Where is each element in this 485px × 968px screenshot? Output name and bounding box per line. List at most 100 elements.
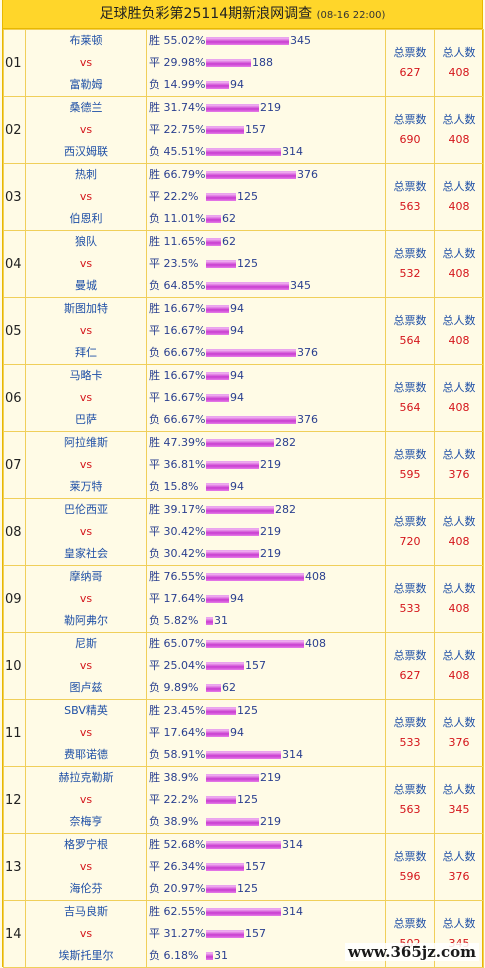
home-team[interactable]: 桑德兰 [69,101,103,114]
match-teams: 马略卡 vs 巴萨 [25,364,147,432]
match-teams: 摩纳哥 vs 勒阿弗尔 [25,565,147,633]
draw-count: 188 [252,56,273,69]
win-count: 282 [275,503,296,516]
vs-label: vs [79,793,93,806]
total-people-cell: 总人数 408 [434,96,484,164]
lose-count: 345 [290,279,311,292]
total-people-value: 376 [448,870,470,883]
draw-bar [206,863,244,871]
away-team[interactable]: 富勒姆 [69,78,103,91]
home-team[interactable]: 赫拉克勒斯 [58,771,114,784]
match-number: 05 [3,297,26,365]
draw-bar [206,595,229,603]
match-row: 02 桑德兰 vs 西汉姆联 胜 31.74% 219 平 22.75% 157… [3,96,484,164]
lose-percent: 66.67% [163,346,206,359]
win-bar [206,506,274,514]
match-teams: 赫拉克勒斯 vs 奈梅亨 [25,766,147,834]
lose-row: 负 58.91% 314 [149,744,385,766]
total-people-label: 总人数 [442,46,476,59]
win-percent: 47.39% [163,436,206,449]
home-team[interactable]: 布莱顿 [69,34,103,47]
away-team[interactable]: 曼城 [75,279,97,292]
total-people-cell: 总人数 345 [434,766,484,834]
win-count: 314 [282,838,303,851]
win-count: 376 [297,168,318,181]
away-team[interactable]: 图卢兹 [69,681,103,694]
home-team[interactable]: 斯图加特 [64,302,108,315]
win-row: 胜 47.39% 282 [149,432,385,454]
lose-row: 负 66.67% 376 [149,342,385,364]
away-team[interactable]: 巴萨 [75,413,97,426]
win-percent: 66.79% [163,168,206,181]
win-row: 胜 16.67% 94 [149,298,385,320]
lose-row: 负 14.99% 94 [149,74,385,96]
away-team[interactable]: 埃斯托里尔 [58,949,114,962]
win-percent: 11.65% [163,235,206,248]
lose-bar [206,952,213,960]
win-label: 胜 [149,101,160,114]
total-votes-cell: 总票数 563 [385,766,435,834]
lose-count: 314 [282,145,303,158]
total-people-value: 408 [448,334,470,347]
lose-bar [206,483,229,491]
home-team[interactable]: 格罗宁根 [64,838,108,851]
win-row: 胜 11.65% 62 [149,231,385,253]
away-team[interactable]: 皇家社会 [64,547,108,560]
away-team[interactable]: 海伦芬 [69,882,103,895]
draw-row: 平 17.64% 94 [149,722,385,744]
lose-percent: 5.82% [163,614,199,627]
win-bar [206,37,289,45]
win-label: 胜 [149,905,160,918]
draw-row: 平 22.75% 157 [149,119,385,141]
page-title: 足球胜负彩第25114期新浪网调查 (08-16 22:00) [3,0,482,29]
lose-count: 219 [260,815,281,828]
draw-percent: 30.42% [163,525,206,538]
win-percent: 16.67% [163,302,206,315]
total-votes-label: 总票数 [393,649,427,662]
win-bar [206,908,281,916]
home-team[interactable]: 摩纳哥 [69,570,103,583]
lose-label: 负 [149,413,160,426]
vote-breakdown: 胜 38.9% 219 平 22.2% 125 负 38.9% 219 [146,766,386,834]
vs-label: vs [79,257,93,270]
away-team[interactable]: 莱万特 [69,480,103,493]
win-count: 219 [260,771,281,784]
home-team[interactable]: 狼队 [75,235,97,248]
vs-label: vs [79,592,93,605]
win-bar [206,774,259,782]
draw-percent: 31.27% [163,927,206,940]
draw-bar [206,528,259,536]
home-team[interactable]: 巴伦西亚 [64,503,108,516]
home-team[interactable]: 马略卡 [69,369,103,382]
draw-label: 平 [149,324,160,337]
vote-breakdown: 胜 16.67% 94 平 16.67% 94 负 66.67% 376 [146,297,386,365]
draw-bar [206,796,236,804]
home-team[interactable]: SBV精英 [64,704,108,717]
lose-row: 负 6.18% 31 [149,945,385,967]
lose-count: 31 [214,949,228,962]
home-team[interactable]: 阿拉维斯 [64,436,108,449]
home-team[interactable]: 吉马良斯 [64,905,108,918]
away-team[interactable]: 费耶诺德 [64,748,108,761]
vote-breakdown: 胜 11.65% 62 平 23.5% 125 负 64.85% 345 [146,230,386,298]
draw-row: 平 29.98% 188 [149,52,385,74]
vote-breakdown: 胜 39.17% 282 平 30.42% 219 负 30.42% 219 [146,498,386,566]
away-team[interactable]: 勒阿弗尔 [64,614,108,627]
total-people-value: 376 [448,736,470,749]
lose-label: 负 [149,547,160,560]
away-team[interactable]: 西汉姆联 [64,145,108,158]
home-team[interactable]: 热刺 [75,168,97,181]
win-row: 胜 52.68% 314 [149,834,385,856]
lose-count: 94 [230,78,244,91]
vote-breakdown: 胜 47.39% 282 平 36.81% 219 负 15.8% 94 [146,431,386,499]
draw-label: 平 [149,927,160,940]
lose-label: 负 [149,949,160,962]
total-people-label: 总人数 [442,716,476,729]
away-team[interactable]: 伯恩利 [69,212,103,225]
home-team[interactable]: 尼斯 [75,637,97,650]
total-votes-cell: 总票数 533 [385,565,435,633]
away-team[interactable]: 奈梅亨 [69,815,103,828]
total-votes-value: 690 [399,133,421,146]
away-team[interactable]: 拜仁 [75,346,97,359]
lose-row: 负 11.01% 62 [149,208,385,230]
